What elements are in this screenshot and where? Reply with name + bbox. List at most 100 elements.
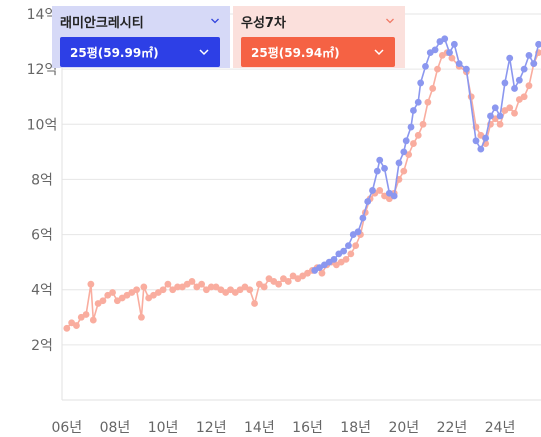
complex-selector-woosung[interactable]: 우성7차 bbox=[241, 11, 395, 31]
data-point bbox=[364, 198, 372, 205]
data-point bbox=[354, 228, 362, 236]
y-tick-label: 12억 bbox=[27, 62, 58, 78]
data-point bbox=[402, 137, 410, 145]
data-point bbox=[477, 145, 485, 153]
data-point bbox=[82, 311, 90, 318]
data-point bbox=[455, 60, 463, 68]
data-point bbox=[419, 120, 427, 128]
data-point bbox=[496, 112, 504, 120]
data-point bbox=[159, 286, 167, 294]
data-point bbox=[318, 269, 326, 277]
data-point bbox=[410, 140, 417, 147]
data-point bbox=[429, 85, 437, 92]
data-point bbox=[414, 98, 422, 106]
data-point bbox=[395, 159, 403, 167]
data-point bbox=[352, 242, 360, 250]
chevron-down-icon bbox=[386, 18, 394, 24]
data-point bbox=[174, 283, 181, 291]
data-point bbox=[487, 112, 494, 120]
chevron-down-icon bbox=[211, 18, 219, 24]
data-point bbox=[525, 82, 533, 90]
series-line bbox=[314, 37, 540, 272]
data-point bbox=[482, 134, 490, 142]
y-tick-label: 10억 bbox=[27, 117, 58, 133]
data-point bbox=[373, 167, 381, 175]
data-point bbox=[525, 51, 533, 59]
x-tick-label: 24년 bbox=[485, 420, 516, 436]
data-point bbox=[400, 148, 408, 156]
data-point bbox=[376, 156, 384, 164]
data-point bbox=[520, 93, 528, 101]
y-axis: 2억 4억 6억 8억 10억 12억 14억 bbox=[27, 7, 58, 354]
data-point bbox=[207, 283, 215, 291]
x-tick-label: 18년 bbox=[340, 420, 371, 436]
data-point bbox=[390, 192, 398, 200]
data-point bbox=[345, 242, 352, 250]
data-point bbox=[198, 280, 206, 288]
data-point bbox=[188, 278, 196, 285]
data-point bbox=[359, 214, 367, 222]
x-tick-label: 10년 bbox=[148, 420, 179, 436]
data-point bbox=[251, 300, 258, 307]
data-point bbox=[400, 167, 408, 175]
x-tick-label: 12년 bbox=[196, 420, 227, 436]
data-point bbox=[109, 289, 116, 296]
chart-series bbox=[63, 35, 541, 332]
data-point bbox=[472, 137, 480, 145]
data-point bbox=[138, 313, 145, 321]
series-1 bbox=[63, 49, 541, 332]
data-point bbox=[369, 187, 376, 194]
size-select-woosung[interactable]: 25평(59.94㎡) bbox=[241, 37, 395, 67]
complex-selector-raemian[interactable]: 래미안크레시티 bbox=[60, 11, 220, 31]
y-tick-label: 2억 bbox=[31, 338, 53, 354]
series-0 bbox=[311, 35, 541, 274]
y-tick-label: 8억 bbox=[31, 172, 53, 188]
data-point bbox=[381, 165, 388, 172]
data-point bbox=[260, 283, 268, 291]
data-point bbox=[530, 60, 538, 68]
data-point bbox=[342, 255, 350, 263]
data-point bbox=[515, 76, 523, 84]
data-point bbox=[535, 40, 541, 48]
data-point bbox=[506, 54, 514, 62]
x-tick-label: 22년 bbox=[437, 420, 468, 436]
x-tick-label: 14년 bbox=[244, 420, 275, 436]
data-point bbox=[87, 280, 95, 288]
data-point bbox=[434, 65, 441, 73]
data-point bbox=[462, 65, 470, 73]
data-point bbox=[506, 104, 514, 112]
data-point bbox=[422, 62, 429, 70]
data-point bbox=[511, 109, 518, 117]
data-point bbox=[441, 35, 449, 43]
size-select-raemian[interactable]: 25평(59.99㎡) bbox=[60, 37, 220, 67]
data-point bbox=[63, 324, 71, 332]
data-point bbox=[376, 187, 384, 194]
data-point bbox=[407, 123, 415, 131]
data-point bbox=[73, 322, 80, 329]
data-point bbox=[491, 104, 499, 112]
data-point bbox=[448, 54, 456, 62]
data-point bbox=[417, 79, 425, 87]
data-point bbox=[431, 46, 439, 54]
x-tick-label: 20년 bbox=[388, 420, 419, 436]
complex-panel-raemian: 래미안크레시티 25평(59.99㎡) bbox=[52, 6, 230, 68]
data-point bbox=[133, 286, 141, 294]
data-point bbox=[450, 40, 458, 48]
y-tick-label: 14억 bbox=[27, 7, 58, 23]
data-point bbox=[164, 280, 172, 288]
data-point bbox=[424, 98, 432, 106]
x-tick-label: 16년 bbox=[292, 420, 323, 436]
data-point bbox=[246, 286, 254, 294]
size-value-raemian: 25평(59.99㎡) bbox=[70, 45, 159, 60]
x-tick-label: 06년 bbox=[51, 420, 82, 436]
complex-panel-woosung: 우성7차 25평(59.94㎡) bbox=[233, 6, 405, 68]
data-point bbox=[414, 131, 422, 139]
data-point bbox=[99, 297, 107, 305]
x-axis: 06년 08년 10년 12년 14년 16년 18년 20년 22년 24년 bbox=[51, 420, 515, 436]
chevron-down-icon bbox=[199, 49, 209, 56]
data-point bbox=[347, 250, 355, 258]
y-tick-label: 4억 bbox=[31, 283, 53, 299]
data-point bbox=[284, 278, 292, 285]
x-tick-label: 08년 bbox=[100, 420, 131, 436]
